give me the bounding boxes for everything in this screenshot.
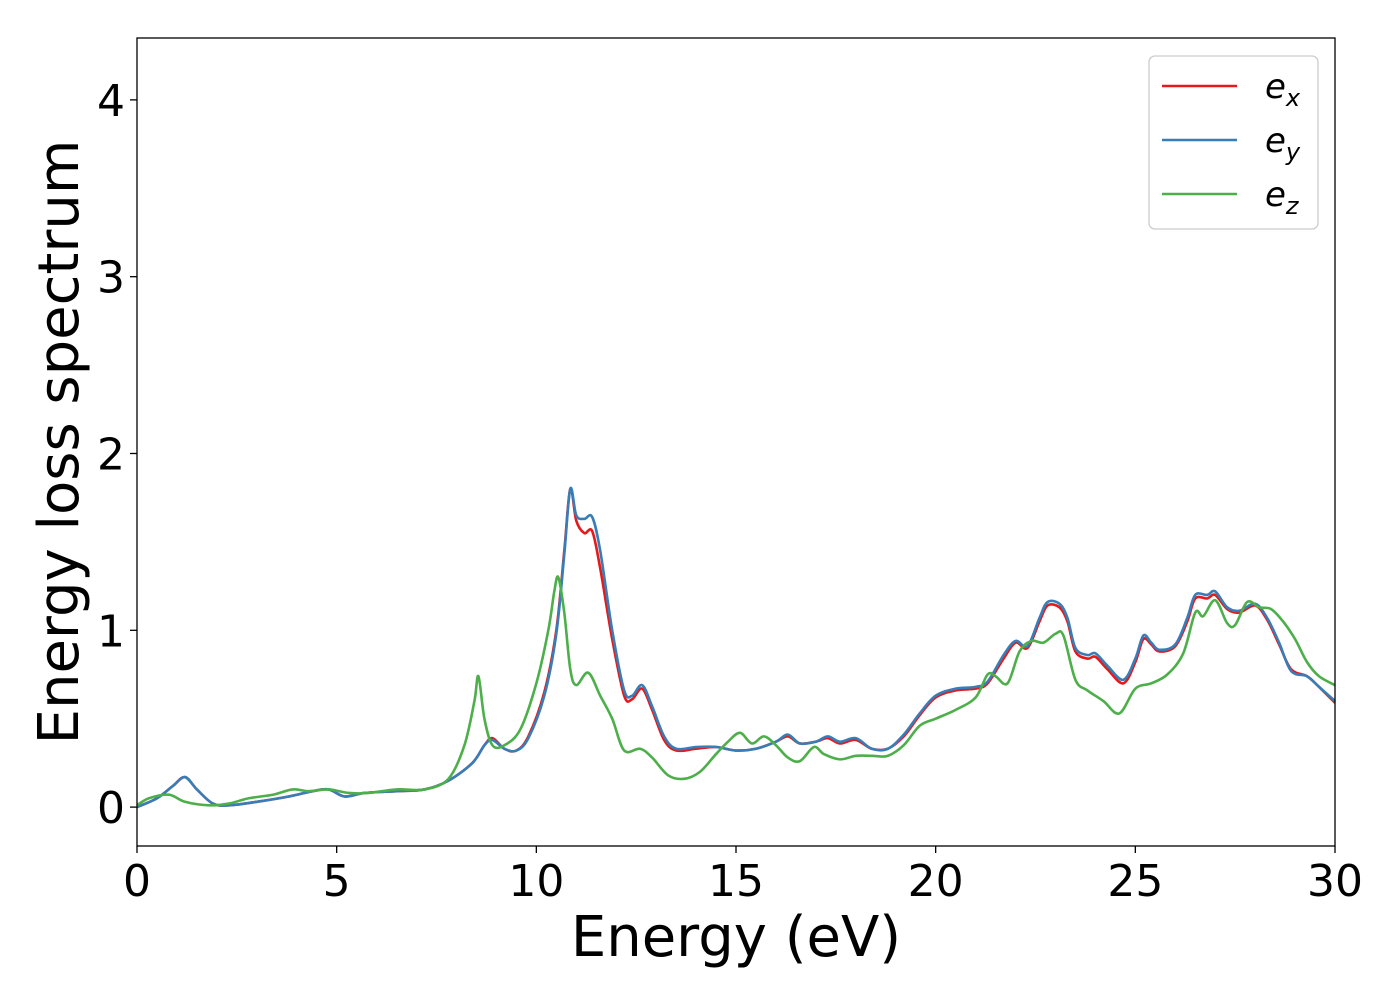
y-axis-ticks: 0 1 2 3 4: [97, 76, 137, 834]
plot-background: [137, 38, 1335, 846]
y-tick-label: 2: [97, 429, 125, 480]
y-tick-label: 4: [97, 76, 125, 127]
legend-box: [1148, 55, 1319, 230]
y-tick-label: 0: [97, 783, 125, 834]
legend-label-e_y: ey: [1265, 121, 1301, 166]
legend-label-e_x: ex: [1265, 67, 1301, 112]
x-tick-label: 15: [708, 856, 764, 907]
y-tick-label: 3: [97, 253, 125, 304]
x-axis-label: Energy (eV): [571, 905, 901, 970]
y-tick-label: 1: [97, 606, 125, 657]
series-line-e_z: [136, 575, 1336, 807]
x-tick-label: 5: [323, 856, 351, 907]
legend: ex ey ez: [1148, 55, 1319, 230]
x-tick-label: 0: [123, 856, 151, 907]
x-tick-label: 25: [1107, 856, 1163, 907]
y-axis-label: Energy loss spectrum: [27, 140, 92, 745]
x-axis-ticks: 0 5 10 15 20 25 30: [123, 846, 1363, 907]
series-layer: [136, 486, 1336, 809]
legend-label-e_z: ez: [1265, 175, 1300, 220]
x-tick-label: 10: [508, 856, 564, 907]
x-tick-label: 20: [908, 856, 964, 907]
x-tick-label: 30: [1307, 856, 1363, 907]
